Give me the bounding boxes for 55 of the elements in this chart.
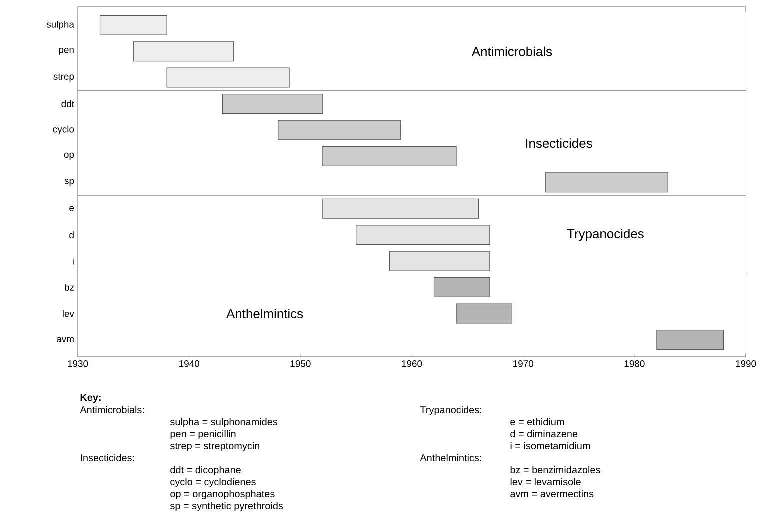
x-tick-label: 1940 — [180, 360, 200, 368]
bar — [456, 304, 513, 324]
text: Antimicrobials: — [80, 406, 144, 414]
band-label: Trypanocides — [567, 229, 644, 242]
text: Insecticides: — [81, 454, 134, 462]
text: Anthelmintics: — [420, 454, 482, 462]
y-tick-label: pen — [59, 48, 74, 56]
text: e = ethidium — [510, 418, 564, 426]
y-tick-label: lev — [63, 310, 74, 318]
bar — [389, 251, 490, 272]
text: pen = penicillin — [170, 430, 236, 440]
text: sulpha = sulphonamides — [170, 418, 278, 428]
bar — [100, 15, 168, 36]
text: strep = streptomycin — [170, 442, 260, 452]
x-tick-label: 1980 — [624, 360, 645, 368]
y-tick-label: sulpha — [46, 20, 74, 30]
bar — [434, 278, 490, 298]
y-tick-label: op — [64, 152, 74, 160]
bar — [356, 225, 490, 246]
text: Key: — [80, 394, 101, 404]
text: op = organophosphates — [170, 490, 275, 500]
x-tick-label: 1970 — [514, 360, 534, 368]
text: cyclo = cyclodienes — [170, 478, 256, 488]
text: lev = levamisole — [510, 478, 581, 486]
y-tick-label: e — [70, 206, 74, 212]
x-tick-label: 1990 — [736, 360, 756, 368]
bar — [133, 42, 234, 62]
text: ddt = dicophane — [170, 466, 241, 476]
x-tick-label: 1960 — [402, 360, 422, 368]
text: bz = benzimidazoles — [510, 466, 600, 474]
band-label: Insecticides — [526, 138, 592, 148]
band-label: Antimicrobials — [472, 46, 552, 56]
y-tick-label: i — [73, 258, 74, 265]
bar — [166, 68, 290, 88]
y-tick-label: strep — [54, 74, 74, 82]
text: avm = avermectins — [510, 490, 594, 498]
bar — [656, 330, 724, 350]
y-tick-label: sp — [64, 179, 74, 186]
text: d = diminazene — [510, 430, 578, 438]
x-tick-label: 1930 — [68, 360, 88, 368]
y-tick-label: d — [70, 232, 74, 239]
bar — [322, 146, 457, 166]
text: Trypanocides: — [420, 406, 482, 416]
band-label: Anthelmintics — [226, 308, 304, 319]
bar — [545, 172, 668, 193]
y-tick-label: ddt — [62, 100, 74, 108]
text: i = isometamidium — [510, 442, 590, 450]
y-tick-label: bz — [65, 284, 74, 292]
bar — [278, 120, 402, 140]
x-tick-label: 1950 — [290, 360, 311, 368]
y-tick-label: cyclo — [53, 126, 74, 135]
y-tick-label: avm — [57, 337, 74, 343]
text: sp = synthetic pyrethroids — [170, 502, 284, 512]
bar — [322, 198, 480, 219]
bar — [222, 94, 324, 114]
